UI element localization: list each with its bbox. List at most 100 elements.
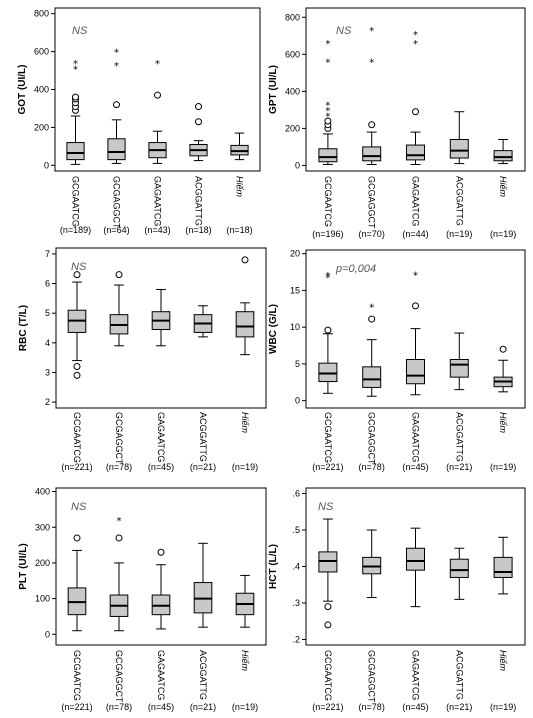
box-2 [362, 529, 382, 599]
iqr-box [318, 148, 338, 163]
y-tick-label: 5 [45, 308, 50, 318]
y-tick-label: 2 [45, 397, 50, 407]
iqr-box [107, 138, 126, 161]
extreme-point: * [413, 39, 418, 50]
y-tick-label: 20 [290, 249, 300, 259]
sample-size-label: (n=19) [490, 462, 516, 472]
chart-panel-3: 2 3 4 5 6 7 RBC (T/L) NS GCGAATCG(n=221) GCGAGGCT… [18, 247, 267, 472]
x-category-label: Hiếm [498, 412, 508, 434]
x-category-label: GAGAATCG [411, 176, 421, 226]
y-tick-label: .6 [292, 488, 300, 498]
sample-size-label: (n=196) [312, 229, 343, 239]
sample-size-label: (n=21) [446, 462, 472, 472]
chart-panel-5: 0 100 200 300 400 PLT (UI/L) NS GCGAATCG(n=221)… [18, 487, 267, 712]
sample-size-label: (n=44) [402, 229, 428, 239]
y-tick-label: 0 [45, 629, 50, 639]
outlier-point [73, 271, 81, 279]
sample-size-label: (n=78) [106, 462, 132, 472]
sample-size-label: (n=19) [232, 462, 258, 472]
iqr-box [362, 366, 382, 388]
outlier-point [157, 548, 165, 556]
y-tick-label: 0 [44, 160, 49, 170]
y-axis-label: RBC (T/L) [18, 305, 29, 351]
box-3 [406, 527, 425, 608]
y-tick-label: 0 [295, 160, 300, 170]
box-4 [189, 103, 208, 162]
extreme-point: * [369, 58, 374, 69]
significance-annotation: NS [71, 501, 87, 513]
outlier-point [115, 271, 123, 279]
sample-size-label: (n=19) [490, 702, 516, 712]
sample-size-label: (n=21) [190, 462, 216, 472]
y-tick-label: 5 [295, 359, 300, 369]
iqr-box [318, 362, 338, 383]
box-3: ** [406, 30, 425, 166]
outlier-point [72, 93, 79, 101]
box-1 [67, 534, 87, 632]
sample-size-label: (n=78) [359, 462, 385, 472]
y-tick-label: 800 [285, 12, 300, 22]
extreme-point: * [325, 271, 330, 282]
box-2: ** [107, 48, 126, 164]
box-1: ** [318, 271, 338, 394]
extreme-point: * [325, 111, 330, 122]
sample-size-label: (n=18) [185, 225, 211, 235]
sample-size-label: (n=21) [190, 702, 216, 712]
outlier-point [241, 256, 249, 264]
extreme-point: * [325, 100, 330, 111]
box-5 [493, 536, 513, 595]
extreme-point: * [369, 26, 374, 37]
outlier-point [115, 534, 123, 542]
box-3: * [148, 59, 167, 164]
iqr-box [406, 144, 425, 161]
iqr-box [406, 358, 425, 385]
x-category-label: GCGAATCG [323, 412, 333, 463]
outlier-point [73, 534, 81, 542]
x-category-label: GCGAATCG [323, 650, 333, 701]
extreme-point: * [325, 39, 330, 50]
outlier-point [195, 103, 202, 111]
y-tick-label: .2 [292, 635, 300, 645]
iqr-box [449, 358, 469, 378]
x-category-label: ACGGATTG [198, 650, 208, 700]
sample-size-label: (n=221) [312, 702, 343, 712]
y-tick-label: 10 [290, 322, 300, 332]
box-5 [493, 345, 513, 393]
box-4 [449, 547, 469, 600]
significance-annotation: NS [71, 261, 87, 273]
sample-size-label: (n=70) [359, 229, 385, 239]
extreme-point: * [413, 30, 418, 41]
y-tick-label: 200 [34, 122, 49, 132]
y-tick-label: 400 [34, 85, 49, 95]
sample-size-label: (n=45) [148, 462, 174, 472]
y-tick-label: 15 [290, 285, 300, 295]
sample-size-label: (n=221) [312, 462, 343, 472]
outlier-point [368, 315, 376, 323]
significance-annotation: p=0,004 [335, 263, 376, 275]
box-1 [318, 518, 338, 629]
sample-size-label: (n=189) [60, 225, 91, 235]
x-category-label: Hiếm [240, 650, 250, 672]
x-category-label: GCGAGGCT [114, 412, 124, 465]
x-category-label: GAGAATCG [411, 412, 421, 462]
box-1: ***** [318, 39, 338, 166]
x-category-label: GAGAATCG [411, 650, 421, 700]
y-tick-label: 4 [45, 338, 50, 348]
box-3 [151, 548, 171, 630]
iqr-box [449, 558, 469, 578]
y-tick-label: .5 [292, 525, 300, 535]
outlier-point [499, 345, 507, 353]
box-4 [193, 305, 213, 338]
significance-annotation: NS [336, 25, 352, 37]
y-tick-label: 400 [285, 86, 300, 96]
y-axis-label: HCT (L/L) [268, 544, 279, 589]
y-tick-label: .4 [292, 562, 300, 572]
sample-size-label: (n=221) [61, 702, 92, 712]
x-category-label: ACGGATTG [454, 650, 464, 700]
sample-size-label: (n=18) [226, 225, 252, 235]
sample-size-label: (n=45) [402, 702, 428, 712]
box-5 [230, 132, 249, 161]
outlier-point [412, 108, 419, 116]
